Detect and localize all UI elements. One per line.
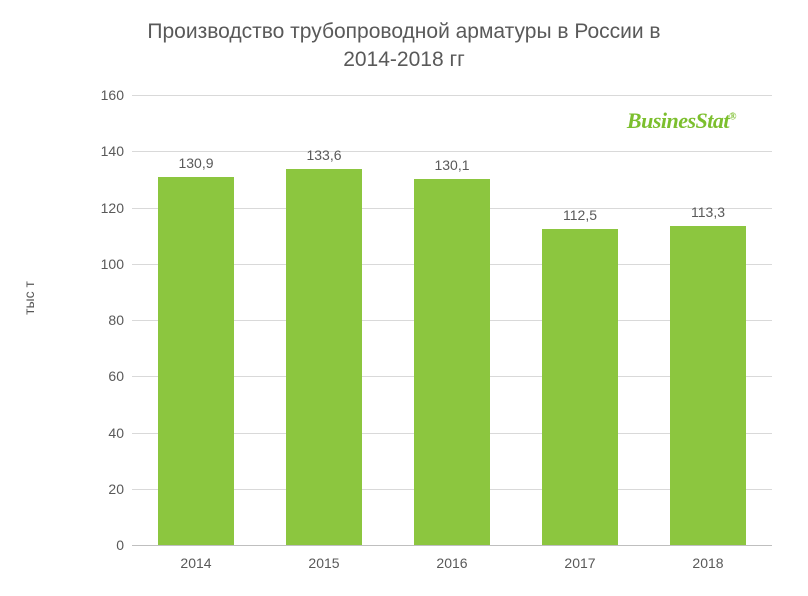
y-tick-label: 60 bbox=[84, 368, 124, 384]
x-axis-line bbox=[132, 545, 772, 546]
bar bbox=[542, 229, 618, 545]
y-tick-label: 140 bbox=[84, 143, 124, 159]
bar-slot: 112,5 bbox=[516, 95, 644, 545]
bar-slot: 130,1 bbox=[388, 95, 516, 545]
chart-title: Производство трубопроводной арматуры в Р… bbox=[0, 18, 808, 75]
bar bbox=[414, 179, 490, 545]
bar-value-label: 113,3 bbox=[644, 204, 772, 220]
y-tick-label: 120 bbox=[84, 200, 124, 216]
x-tick-label: 2014 bbox=[132, 555, 260, 571]
y-axis-label: тыс т bbox=[21, 281, 37, 315]
title-line-1: Производство трубопроводной арматуры в Р… bbox=[147, 20, 660, 43]
chart-plot-area: 020406080100120140160 130,9133,6130,1112… bbox=[92, 95, 772, 545]
bar-value-label: 130,9 bbox=[132, 155, 260, 171]
x-tick-label: 2015 bbox=[260, 555, 388, 571]
y-tick-label: 20 bbox=[84, 481, 124, 497]
y-tick-label: 160 bbox=[84, 87, 124, 103]
bar-value-label: 130,1 bbox=[388, 157, 516, 173]
x-tick-label: 2016 bbox=[388, 555, 516, 571]
x-tick-label: 2018 bbox=[644, 555, 772, 571]
x-tick-label: 2017 bbox=[516, 555, 644, 571]
bar-value-label: 112,5 bbox=[516, 207, 644, 223]
bar-value-label: 133,6 bbox=[260, 147, 388, 163]
bars-container: 130,9133,6130,1 112,5113,3 bbox=[132, 95, 772, 545]
bar-slot: 113,3 bbox=[644, 95, 772, 545]
title-line-2: 2014-2018 гг bbox=[343, 48, 465, 71]
bar bbox=[286, 169, 362, 545]
y-tick-label: 0 bbox=[84, 537, 124, 553]
y-tick-label: 80 bbox=[84, 312, 124, 328]
bar bbox=[158, 177, 234, 545]
bar-slot: 130,9 bbox=[132, 95, 260, 545]
y-tick-label: 40 bbox=[84, 425, 124, 441]
bar bbox=[670, 226, 746, 545]
y-tick-label: 100 bbox=[84, 256, 124, 272]
bar-slot: 133,6 bbox=[260, 95, 388, 545]
